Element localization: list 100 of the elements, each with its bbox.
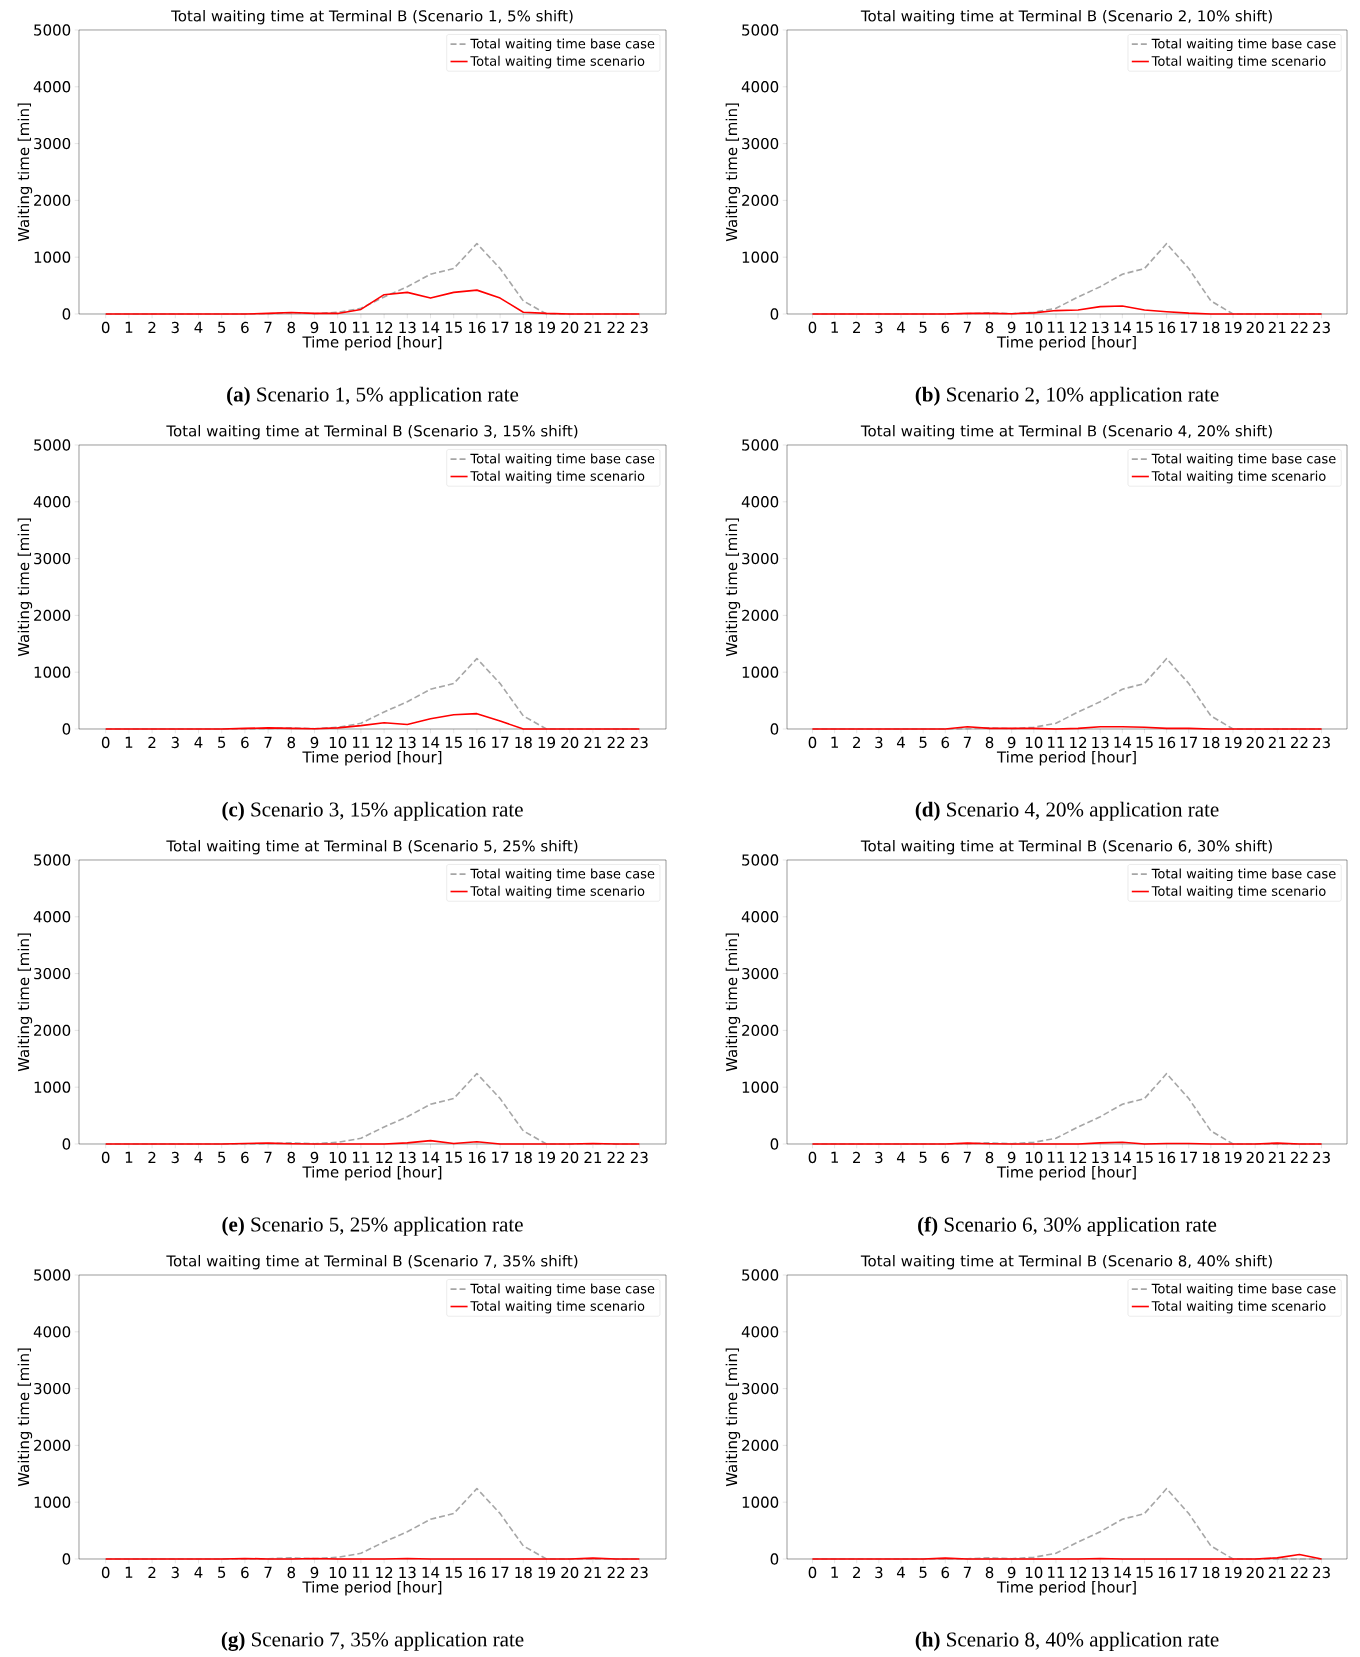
x-tick-label: 4	[194, 736, 203, 748]
x-tick-label: 21	[584, 736, 602, 748]
x-tick-label: 8	[287, 736, 296, 749]
x-tick-label: 12	[376, 736, 393, 748]
x-tick-label: 22	[607, 1151, 625, 1163]
x-tick-label: 2	[148, 1151, 156, 1163]
chart-title: Total waiting time at Terminal B (Scenario 2, 10% shift)	[860, 9, 1272, 25]
legend-label: Total waiting time scenario	[470, 885, 645, 899]
x-tick-label: 19	[538, 321, 555, 334]
x-tick-label: 14	[1114, 1566, 1132, 1578]
x-tick-label: 18	[1202, 321, 1220, 334]
x-tick-label: 6	[241, 1566, 249, 1579]
y-tick-label: 0	[770, 1553, 779, 1565]
x-tick-label: 2	[853, 1151, 861, 1163]
y-axis-title: Waiting time [min]	[17, 103, 33, 242]
x-tick-label: 17	[1180, 1151, 1198, 1163]
x-tick-label: 4	[896, 321, 905, 333]
x-tick-label: 2	[148, 736, 156, 748]
x-tick-label: 16	[1158, 1566, 1176, 1579]
x-tick-label: 20	[561, 736, 579, 749]
x-tick-label: 18	[1202, 1566, 1220, 1579]
legend-label: Total waiting time scenario	[1151, 885, 1326, 899]
x-tick-label: 22	[607, 321, 625, 333]
y-tick-label: 3000	[742, 552, 779, 565]
y-tick-label: 3000	[34, 552, 71, 565]
x-tick-label: 2	[148, 1566, 156, 1578]
x-tick-label: 9	[1007, 321, 1016, 334]
y-tick-label: 4000	[33, 1326, 71, 1338]
y-tick-label: 0	[770, 308, 779, 320]
y-tick-label: 2000	[34, 609, 71, 622]
legend-label: Total waiting time base case	[1151, 868, 1336, 882]
x-tick-label: 6	[241, 736, 249, 749]
x-tick-label: 10	[1025, 321, 1043, 334]
legend-label: Total waiting time base case	[1151, 1283, 1336, 1297]
x-tick-label: 12	[1070, 321, 1087, 333]
x-tick-label: 3	[171, 736, 179, 749]
x-tick-label: 16	[469, 321, 486, 334]
x-tick-label: 18	[515, 1151, 532, 1164]
x-tick-label: 1	[831, 736, 838, 748]
x-tick-label: 15	[445, 321, 462, 333]
x-tick-label: 16	[1158, 1151, 1176, 1164]
legend-label: Total waiting time scenario	[1151, 1300, 1326, 1314]
legend-label: Total waiting time scenario	[470, 55, 645, 69]
y-tick-label: 1000	[34, 1081, 71, 1093]
x-tick-label: 14	[422, 321, 440, 333]
x-tick-label: 22	[1290, 321, 1308, 333]
x-tick-label: 19	[1225, 1566, 1242, 1579]
x-tick-label: 4	[194, 1151, 203, 1163]
y-tick-label: 3000	[34, 137, 71, 150]
x-tick-label: 8	[985, 736, 994, 749]
y-tick-label: 5000	[34, 1269, 71, 1281]
x-tick-label: 3	[171, 321, 179, 334]
x-tick-label: 11	[353, 1566, 370, 1578]
y-tick-label: 5000	[34, 439, 71, 451]
x-tick-label: 23	[630, 1566, 648, 1579]
x-tick-label: 11	[1048, 1566, 1065, 1578]
x-tick-label: 21	[584, 321, 602, 333]
y-axis-title: Waiting time [min]	[17, 933, 33, 1072]
x-tick-label: 14	[422, 736, 440, 748]
x-tick-label: 4	[896, 736, 905, 748]
x-tick-label: 10	[1025, 1566, 1043, 1579]
x-tick-label: 1	[831, 1151, 838, 1163]
x-tick-label: 2	[853, 736, 861, 748]
text: (g) Scenario 7, 35% application rate	[221, 1631, 524, 1651]
x-tick-label: 7	[963, 736, 971, 748]
x-tick-label: 0	[101, 321, 110, 334]
x-tick-label: 15	[1136, 1566, 1153, 1578]
x-tick-label: 8	[287, 1566, 296, 1579]
x-tick-label: 16	[469, 1151, 486, 1164]
x-tick-label: 9	[310, 1566, 319, 1579]
x-tick-label: 13	[399, 1151, 416, 1164]
x-tick-label: 23	[630, 1151, 648, 1164]
y-tick-label: 1000	[742, 1496, 779, 1508]
x-tick-label: 17	[492, 736, 509, 748]
x-tick-label: 22	[1290, 1151, 1308, 1163]
x-tick-label: 15	[445, 736, 462, 748]
y-tick-label: 1000	[34, 666, 71, 678]
x-tick-label: 1	[125, 321, 133, 333]
x-tick-label: 19	[538, 1566, 555, 1579]
x-tick-label: 5	[218, 321, 226, 333]
x-tick-label: 20	[1246, 1151, 1264, 1164]
y-tick-label: 5000	[742, 1269, 779, 1281]
x-tick-label: 18	[1202, 736, 1220, 749]
x-tick-label: 14	[1114, 321, 1132, 333]
y-tick-label: 1000	[742, 1081, 779, 1093]
x-tick-label: 18	[515, 1566, 532, 1579]
x-tick-label: 5	[919, 321, 927, 333]
chart-title: Total waiting time at Terminal B (Scenario 6, 30% shift)	[860, 839, 1272, 855]
x-tick-label: 17	[492, 321, 509, 333]
x-tick-label: 9	[310, 1151, 319, 1164]
x-tick-label: 4	[194, 321, 203, 333]
x-tick-label: 17	[1180, 736, 1198, 748]
text: (e) Scenario 5, 25% application rate	[222, 1216, 523, 1236]
x-tick-label: 12	[376, 321, 393, 333]
y-tick-label: 0	[62, 308, 71, 320]
x-tick-label: 19	[1225, 1151, 1242, 1164]
x-tick-label: 18	[515, 736, 532, 749]
x-tick-label: 12	[1070, 736, 1087, 748]
x-axis-title: Time period [hour]	[996, 1581, 1136, 1596]
x-tick-label: 1	[125, 1151, 133, 1163]
